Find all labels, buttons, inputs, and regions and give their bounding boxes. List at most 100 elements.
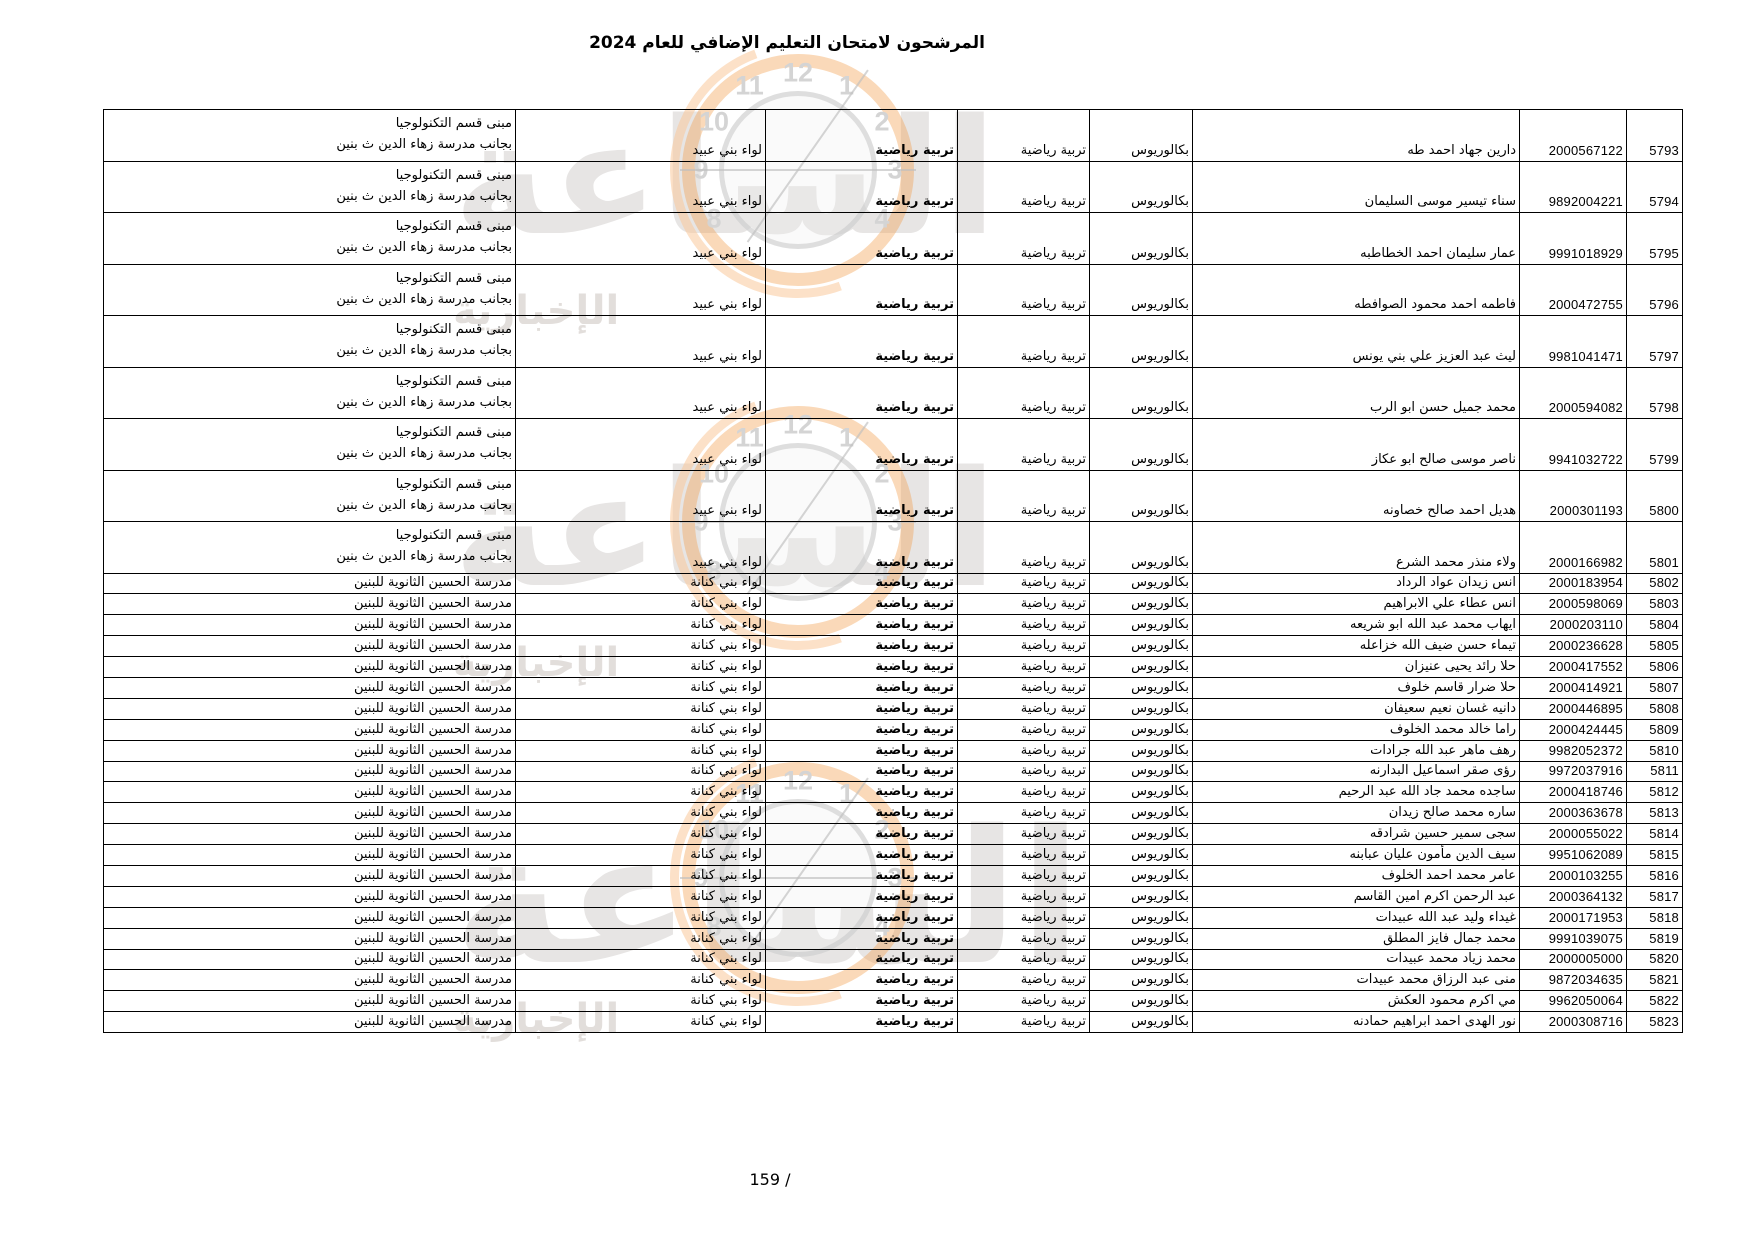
cell-qualification: بكالوريوس [1089, 1011, 1193, 1034]
cell-specialization: تربية رياضية [957, 844, 1090, 866]
cell-directorate: لواء بني كنانة [515, 697, 766, 720]
exam-center-line: مبنى قسم التكنولوجيا [395, 219, 512, 234]
cell-name: محمد جمال فايز المطلق [1192, 927, 1520, 950]
cell-exam-center: مدرسة الحسين الثانوية للبنين [103, 906, 516, 929]
cell-serial: 5793 [1626, 109, 1683, 162]
cell-serial: 5812 [1626, 781, 1683, 804]
exam-center-line: بجانب مدرسة زهاء الدين ث بنين [336, 188, 512, 204]
exam-center-line: مدرسة الحسين الثانوية للبنين [353, 596, 512, 612]
table-row: 5794 9892004221 سناء تيسير موسى السليمان بك… [103, 160, 1683, 213]
cell-specialization: تربية رياضية [957, 521, 1090, 574]
exam-center-line: بجانب مدرسة زهاء الدين ث بنين [336, 291, 512, 307]
watermark-clock-number: 11 [735, 70, 764, 101]
cell-national-id: 2000203110 [1519, 614, 1627, 637]
cell-specialization: تربية رياضية [957, 1011, 1090, 1034]
cell-serial: 5801 [1626, 521, 1683, 574]
cell-directorate: لواء بني عبيد [515, 418, 766, 471]
cell-exam-subject: تربية رياضية [765, 969, 958, 992]
cell-qualification: بكالوريوس [1089, 418, 1193, 471]
exam-center-line: مدرسة الحسين الثانوية للبنين [353, 575, 512, 591]
cell-specialization: تربية رياضية [957, 969, 1090, 992]
cell-qualification: بكالوريوس [1089, 572, 1193, 595]
exam-center-line: مبنى قسم التكنولوجيا [395, 373, 512, 389]
table-row: 5817 2000364132 عبد الرحمن اكرم امين القاس… [103, 885, 1683, 908]
cell-serial: 5805 [1626, 635, 1683, 658]
cell-serial: 5813 [1626, 802, 1683, 825]
cell-national-id: 2000183954 [1519, 572, 1627, 595]
table-row: 5816 2000103255 عامر محمد احمد الخلوف بكالو… [103, 864, 1683, 887]
cell-qualification: بكالوريوس [1089, 906, 1193, 929]
cell-specialization: تربية رياضية [957, 109, 1090, 162]
table-row: 5802 2000183954 انس زيدان عواد الرداد بكالو… [103, 572, 1683, 595]
cell-exam-center: مدرسة الحسين الثانوية للبنين [103, 739, 516, 762]
exam-center-line: بجانب مدرسة زهاء الدين ث بنين [336, 446, 512, 461]
cell-exam-center: مدرسة الحسين الثانوية للبنين [103, 697, 516, 720]
cell-name: ليث عبد العزيز علي بني يونس [1192, 315, 1520, 368]
cell-name: نور الهدى احمد ابراهيم حمادنه [1192, 1011, 1520, 1034]
cell-qualification: بكالوريوس [1089, 521, 1193, 574]
cell-exam-subject: تربية رياضية [765, 469, 958, 522]
cell-exam-subject: تربية رياضية [765, 160, 958, 213]
cell-directorate: لواء بني عبيد [515, 521, 766, 574]
cell-specialization: تربية رياضية [957, 315, 1090, 368]
cell-exam-center: مدرسة الحسين الثانوية للبنين [103, 823, 516, 846]
cell-directorate: لواء بني كنانة [515, 635, 766, 658]
watermark-clock-number: 1 [838, 70, 855, 101]
cell-name: غيداء وليد عبد الله عبيدات [1192, 906, 1520, 929]
exam-center-line: مبنى قسم التكنولوجيا [395, 270, 512, 286]
exam-center-line: مدرسة الحسين الثانوية للبنين [353, 721, 512, 737]
table-row: 5804 2000203110 ايهاب محمد عبد الله ابو شر… [103, 614, 1683, 637]
exam-center-line: مدرسة الحسين الثانوية للبنين [353, 888, 512, 904]
cell-serial: 5814 [1626, 823, 1683, 846]
exam-center-line: مدرسة الحسين الثانوية للبنين [353, 700, 512, 716]
cell-name: دارين جهاد احمد طه [1192, 109, 1520, 162]
table-row: 5819 9991039075 محمد جمال فايز المطلق بكالو… [103, 927, 1683, 950]
exam-center-line: مبنى قسم التكنولوجيا [395, 528, 512, 543]
cell-exam-center: مدرسة الحسين الثانوية للبنين [103, 802, 516, 825]
cell-exam-center: مدرسة الحسين الثانوية للبنين [103, 885, 516, 908]
cell-national-id: 2000417552 [1519, 656, 1627, 678]
cell-exam-center: مدرسة الحسين الثانوية للبنين [103, 844, 516, 866]
table-row: 5808 2000446895 دانيه غسان نعيم سعيفان بكال… [103, 697, 1683, 720]
cell-exam-center: مدرسة الحسين الثانوية للبنين [103, 656, 516, 678]
cell-name: تيماء حسن ضيف الله خزاعله [1192, 635, 1520, 658]
table-row: 5822 9962050064 مي اكرم محمود العكش بكالوري… [103, 990, 1683, 1013]
table-row: 5800 2000301193 هديل احمد صالح خصاونه بكالو… [103, 469, 1683, 522]
cell-exam-center: مدرسة الحسين الثانوية للبنين [103, 864, 516, 887]
exam-center-line: مدرسة الحسين الثانوية للبنين [353, 826, 512, 842]
cell-specialization: تربية رياضية [957, 656, 1090, 678]
cell-exam-subject: تربية رياضية [765, 844, 958, 866]
cell-specialization: تربية رياضية [957, 739, 1090, 762]
cell-national-id: 9962050064 [1519, 990, 1627, 1013]
candidates-table: 5793 2000567122 دارين جهاد احمد طه بكالوريو… [103, 109, 1683, 1034]
cell-qualification: بكالوريوس [1089, 823, 1193, 846]
cell-name: ناصر موسى صالح ابو عكاز [1192, 418, 1520, 471]
cell-name: هديل احمد صالح خصاونه [1192, 469, 1520, 522]
cell-national-id: 9951062089 [1519, 844, 1627, 866]
cell-name: ولاء منذر محمد الشرع [1192, 521, 1520, 574]
exam-center-line: مدرسة الحسين الثانوية للبنين [353, 763, 512, 779]
cell-specialization: تربية رياضية [957, 823, 1090, 846]
cell-name: سناء تيسير موسى السليمان [1192, 160, 1520, 213]
cell-exam-subject: تربية رياضية [765, 781, 958, 804]
cell-qualification: بكالوريوس [1089, 212, 1193, 265]
cell-directorate: لواء بني كنانة [515, 739, 766, 762]
cell-national-id: 2000171953 [1519, 906, 1627, 929]
cell-national-id: 2000236628 [1519, 635, 1627, 658]
exam-center-line: مدرسة الحسين الثانوية للبنين [353, 993, 512, 1009]
cell-qualification: بكالوريوس [1089, 315, 1193, 368]
cell-national-id: 2000055022 [1519, 823, 1627, 846]
cell-serial: 5811 [1626, 760, 1683, 783]
cell-directorate: لواء بني كنانة [515, 864, 766, 887]
cell-name: حلا رائد يحيى عنيزان [1192, 656, 1520, 678]
cell-exam-center: مدرسة الحسين الثانوية للبنين [103, 572, 516, 595]
cell-qualification: بكالوريوس [1089, 160, 1193, 213]
cell-national-id: 2000567122 [1519, 109, 1627, 162]
cell-directorate: لواء بني عبيد [515, 469, 766, 522]
cell-exam-subject: تربية رياضية [765, 656, 958, 678]
table-row: 5823 2000308716 نور الهدى احمد ابراهيم حما… [103, 1011, 1683, 1034]
table-row: 5815 9951062089 سيف الدين مأمون عليان عباب… [103, 844, 1683, 866]
cell-specialization: تربية رياضية [957, 366, 1090, 419]
cell-exam-center: مدرسة الحسين الثانوية للبنين [103, 718, 516, 741]
exam-center-line: مدرسة الحسين الثانوية للبنين [353, 909, 512, 925]
